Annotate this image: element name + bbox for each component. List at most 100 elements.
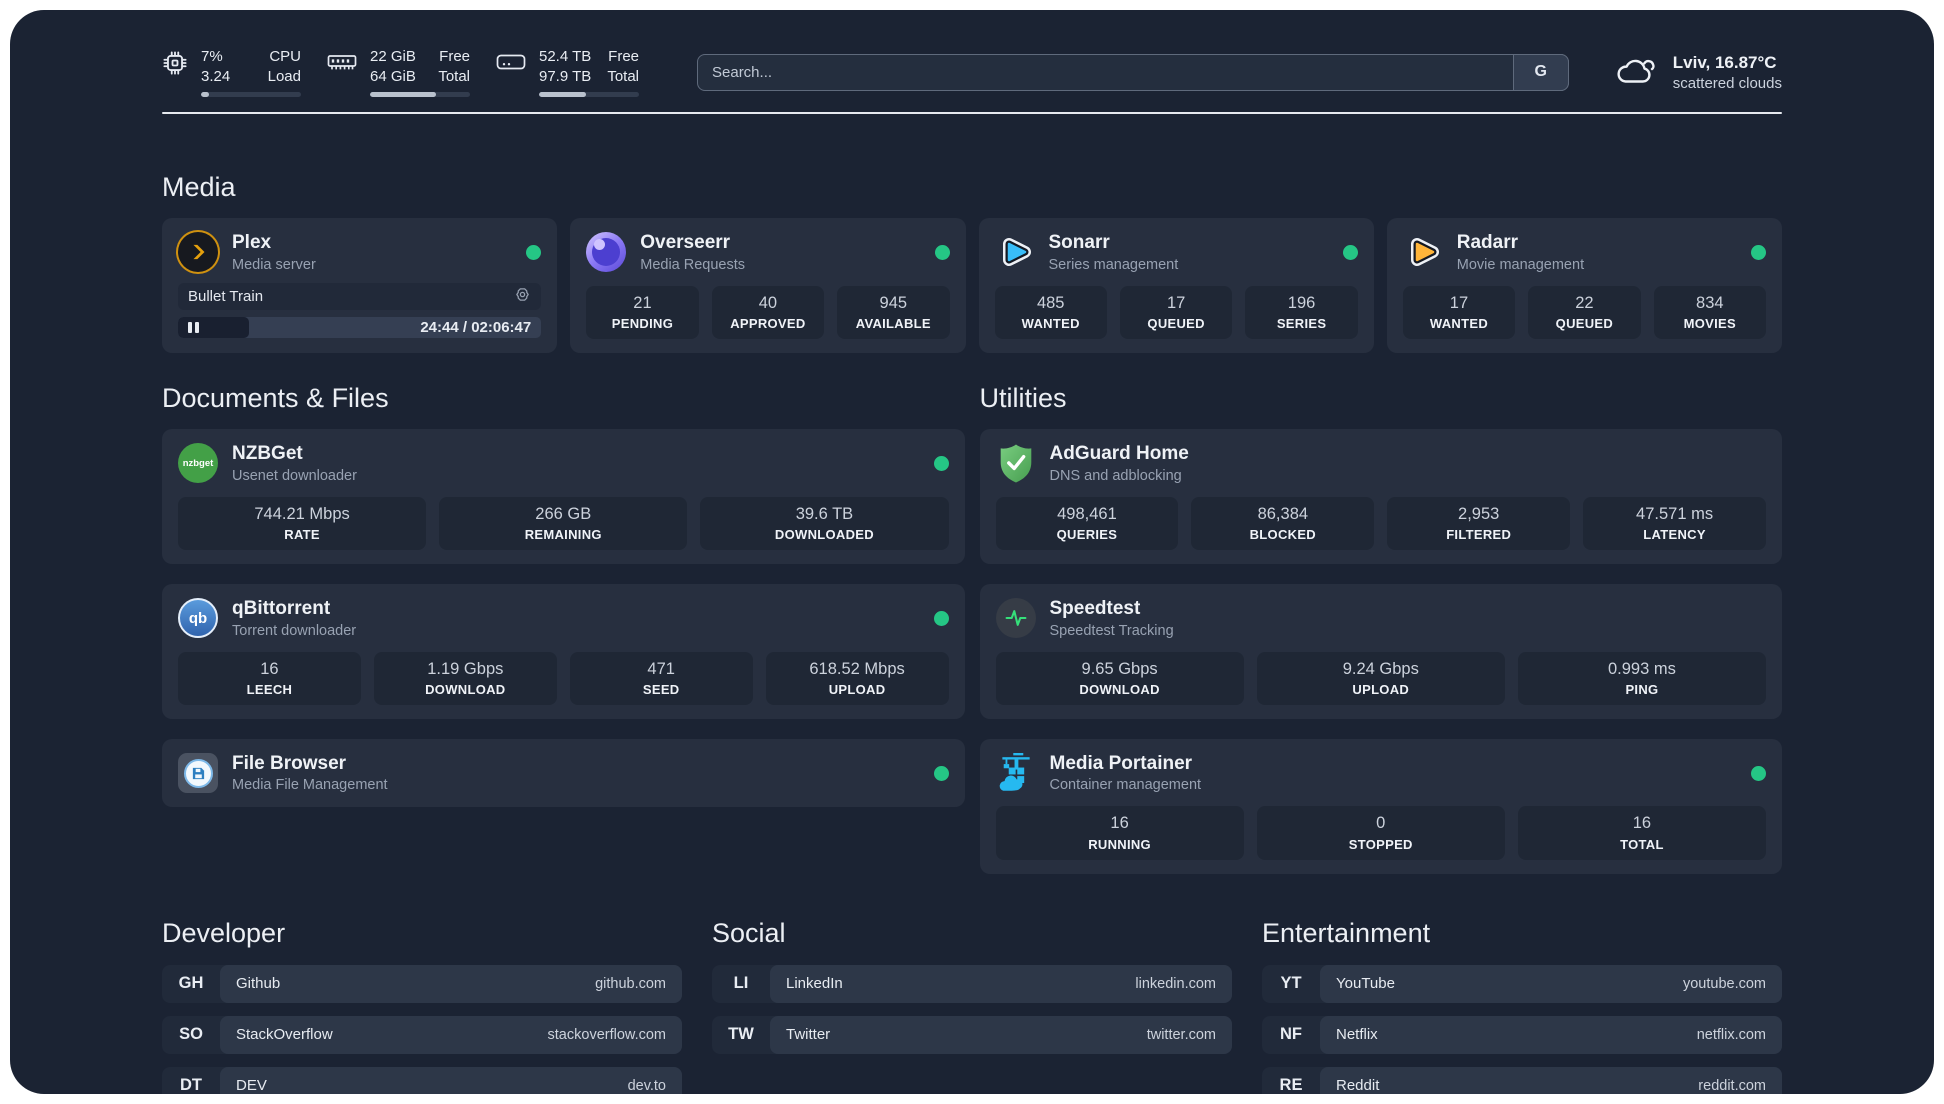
bookmark-abbr: DT xyxy=(180,1076,202,1094)
status-dot xyxy=(934,244,950,260)
media-grid: Plex Media server Bullet Train xyxy=(162,218,1782,353)
stat-series: 196 SERIES xyxy=(1245,285,1358,339)
stat-value: 16 xyxy=(1632,814,1652,833)
stat-downloaded: 39.6 TB DOWNLOADED xyxy=(700,496,949,550)
pause-icon[interactable] xyxy=(188,321,199,333)
status-dot xyxy=(933,455,949,471)
adguard-shield-icon xyxy=(996,443,1036,483)
stat-download: 9.65 Gbps DOWNLOAD xyxy=(995,651,1244,705)
storage-total-value: 97.9 TB xyxy=(539,67,592,85)
stats-row: 16 RUNNING 0 STOPPED 16 TOTAL xyxy=(995,806,1767,860)
bookmark-abbr: SO xyxy=(179,1025,203,1044)
speedtest-pulse-icon xyxy=(995,598,1036,639)
stat-value: 17 xyxy=(1166,293,1186,312)
stat-queries: 498,461 QUERIES xyxy=(995,496,1179,550)
card-header: nzbget NZBGet Usenet downloader xyxy=(178,443,949,484)
stat-filtered: 2,953 FILTERED xyxy=(1387,496,1571,550)
bookmark-youtube[interactable]: YT YouTube youtube.com xyxy=(1262,964,1782,1003)
bookmark-url: twitter.com xyxy=(1146,1026,1216,1043)
stat-value: 744.21 Mbps xyxy=(254,504,350,523)
stat-value: 86,384 xyxy=(1257,504,1309,523)
bookmark-section-social: Social LI LinkedIn linkedin.com TW Twitt… xyxy=(712,918,1232,1094)
stat-value: 618.52 Mbps xyxy=(809,659,905,678)
status-dot xyxy=(526,244,542,260)
app-card-nzbget[interactable]: nzbget NZBGet Usenet downloader 744.21 M… xyxy=(162,428,965,564)
card-header: Sonarr Series management xyxy=(995,232,1358,273)
stat-label: SERIES xyxy=(1276,315,1327,331)
weather-widget: Lviv, 16.87°C scattered clouds xyxy=(1613,52,1782,92)
bookmark-dev[interactable]: DT DEV dev.to xyxy=(162,1066,682,1094)
bookmark-abbr: NF xyxy=(1280,1025,1302,1044)
app-card-speedtest[interactable]: Speedtest Speedtest Tracking 9.65 Gbps D… xyxy=(979,583,1782,719)
stats-row: 498,461 QUERIES 86,384 BLOCKED 2,953 FIL… xyxy=(995,496,1766,550)
ram-icon xyxy=(327,50,357,79)
app-subtitle: Media File Management xyxy=(232,777,388,794)
app-card-qbittorrent[interactable]: qb qBittorrent Torrent downloader 16 LEE… xyxy=(162,583,965,719)
stats-row: 9.65 Gbps DOWNLOAD 9.24 Gbps UPLOAD 0.99… xyxy=(995,651,1767,705)
stat-label: RUNNING xyxy=(1088,836,1151,852)
app-card-overseerr[interactable]: Overseerr Media Requests 21 PENDING 40 A… xyxy=(570,218,966,353)
bookmark-reddit[interactable]: RE Reddit reddit.com xyxy=(1262,1066,1782,1094)
bookmark-abbr: LI xyxy=(733,974,749,993)
app-card-portainer[interactable]: Media Portainer Container management 16 … xyxy=(979,738,1782,874)
stat-wanted: 485 WANTED xyxy=(994,285,1107,339)
bookmark-url: youtube.com xyxy=(1682,975,1766,992)
app-card-filebrowser[interactable]: File Browser Media File Management xyxy=(162,738,965,808)
card-header: Plex Media server xyxy=(178,232,542,273)
stat-label: UPLOAD xyxy=(828,681,886,697)
weather-condition: scattered clouds xyxy=(1672,74,1782,92)
clouds-icon xyxy=(1613,54,1659,91)
stat-value: 17 xyxy=(1449,293,1469,312)
bookmark-name: DEV xyxy=(236,1077,267,1094)
cpu-load-label: Load xyxy=(267,67,301,85)
stat-value: 0 xyxy=(1376,814,1386,833)
app-card-adguard[interactable]: AdGuard Home DNS and adblocking 498,461 … xyxy=(979,428,1782,564)
bookmark-name: LinkedIn xyxy=(786,975,843,993)
nzbget-icon-text: nzbget xyxy=(182,457,214,469)
cpu-chip-icon xyxy=(162,50,188,81)
bookmark-twitter[interactable]: TW Twitter twitter.com xyxy=(712,1015,1232,1054)
section-documents: Documents & Files nzbget NZBGet Usenet d… xyxy=(162,383,965,874)
stat-value: 471 xyxy=(647,659,675,678)
sonarr-icon xyxy=(995,232,1035,272)
stream-title: Bullet Train xyxy=(188,287,264,305)
bookmark-stackoverflow[interactable]: SO StackOverflow stackoverflow.com xyxy=(162,1015,682,1054)
bookmark-url: linkedin.com xyxy=(1135,975,1216,992)
plex-now-playing: Bullet Train 24:44 / 02:06:47 xyxy=(178,282,542,338)
stat-available: 945 AVAILABLE xyxy=(837,285,950,339)
app-subtitle: Movie management xyxy=(1456,256,1585,273)
overseerr-icon xyxy=(586,232,627,273)
stat-rate: 744.21 Mbps RATE xyxy=(178,496,427,550)
app-title: Plex xyxy=(232,232,272,253)
bookmark-url: github.com xyxy=(595,975,666,992)
app-subtitle: Torrent downloader xyxy=(232,622,357,639)
memory-progress-fill xyxy=(370,92,436,97)
stat-value: 834 xyxy=(1696,293,1724,312)
memory-free-value: 22 GiB xyxy=(370,48,416,65)
stat-label: LATENCY xyxy=(1643,526,1706,542)
stat-label: UPLOAD xyxy=(1352,681,1410,697)
app-title: AdGuard Home xyxy=(1049,442,1189,464)
bookmark-github[interactable]: GH Github github.com xyxy=(162,964,682,1003)
stream-progress-track[interactable]: 24:44 / 02:06:47 xyxy=(178,316,542,338)
search-input[interactable] xyxy=(697,53,1569,91)
bookmark-netflix[interactable]: NF Netflix netflix.com xyxy=(1262,1015,1782,1054)
dashboard: 7% 3.24 CPU Load xyxy=(10,10,1934,1094)
stat-value: 2,953 xyxy=(1458,504,1500,523)
bookmark-section-entertainment: Entertainment YT YouTube youtube.com NF … xyxy=(1262,918,1782,1094)
stream-settings-icon[interactable] xyxy=(514,286,531,307)
qbittorrent-icon: qb xyxy=(178,598,218,639)
stat-leech: 16 LEECH xyxy=(178,651,361,705)
stat-blocked: 86,384 BLOCKED xyxy=(1191,496,1375,550)
stat-value: 0.993 ms xyxy=(1607,659,1676,678)
app-card-sonarr[interactable]: Sonarr Series management 485 WANTED 17 Q… xyxy=(978,218,1374,353)
bookmark-linkedin[interactable]: LI LinkedIn linkedin.com xyxy=(712,964,1232,1003)
bookmark-abbr: TW xyxy=(728,1025,754,1044)
search-engine-button[interactable]: G xyxy=(1512,53,1569,91)
stat-label: MOVIES xyxy=(1683,315,1736,331)
status-dot xyxy=(1751,244,1766,260)
app-card-radarr[interactable]: Radarr Movie management 17 WANTED 22 QUE… xyxy=(1386,218,1782,353)
card-header: qb qBittorrent Torrent downloader xyxy=(178,598,949,639)
storage-free-value: 52.4 TB xyxy=(539,48,592,65)
app-card-plex[interactable]: Plex Media server Bullet Train xyxy=(162,218,558,353)
